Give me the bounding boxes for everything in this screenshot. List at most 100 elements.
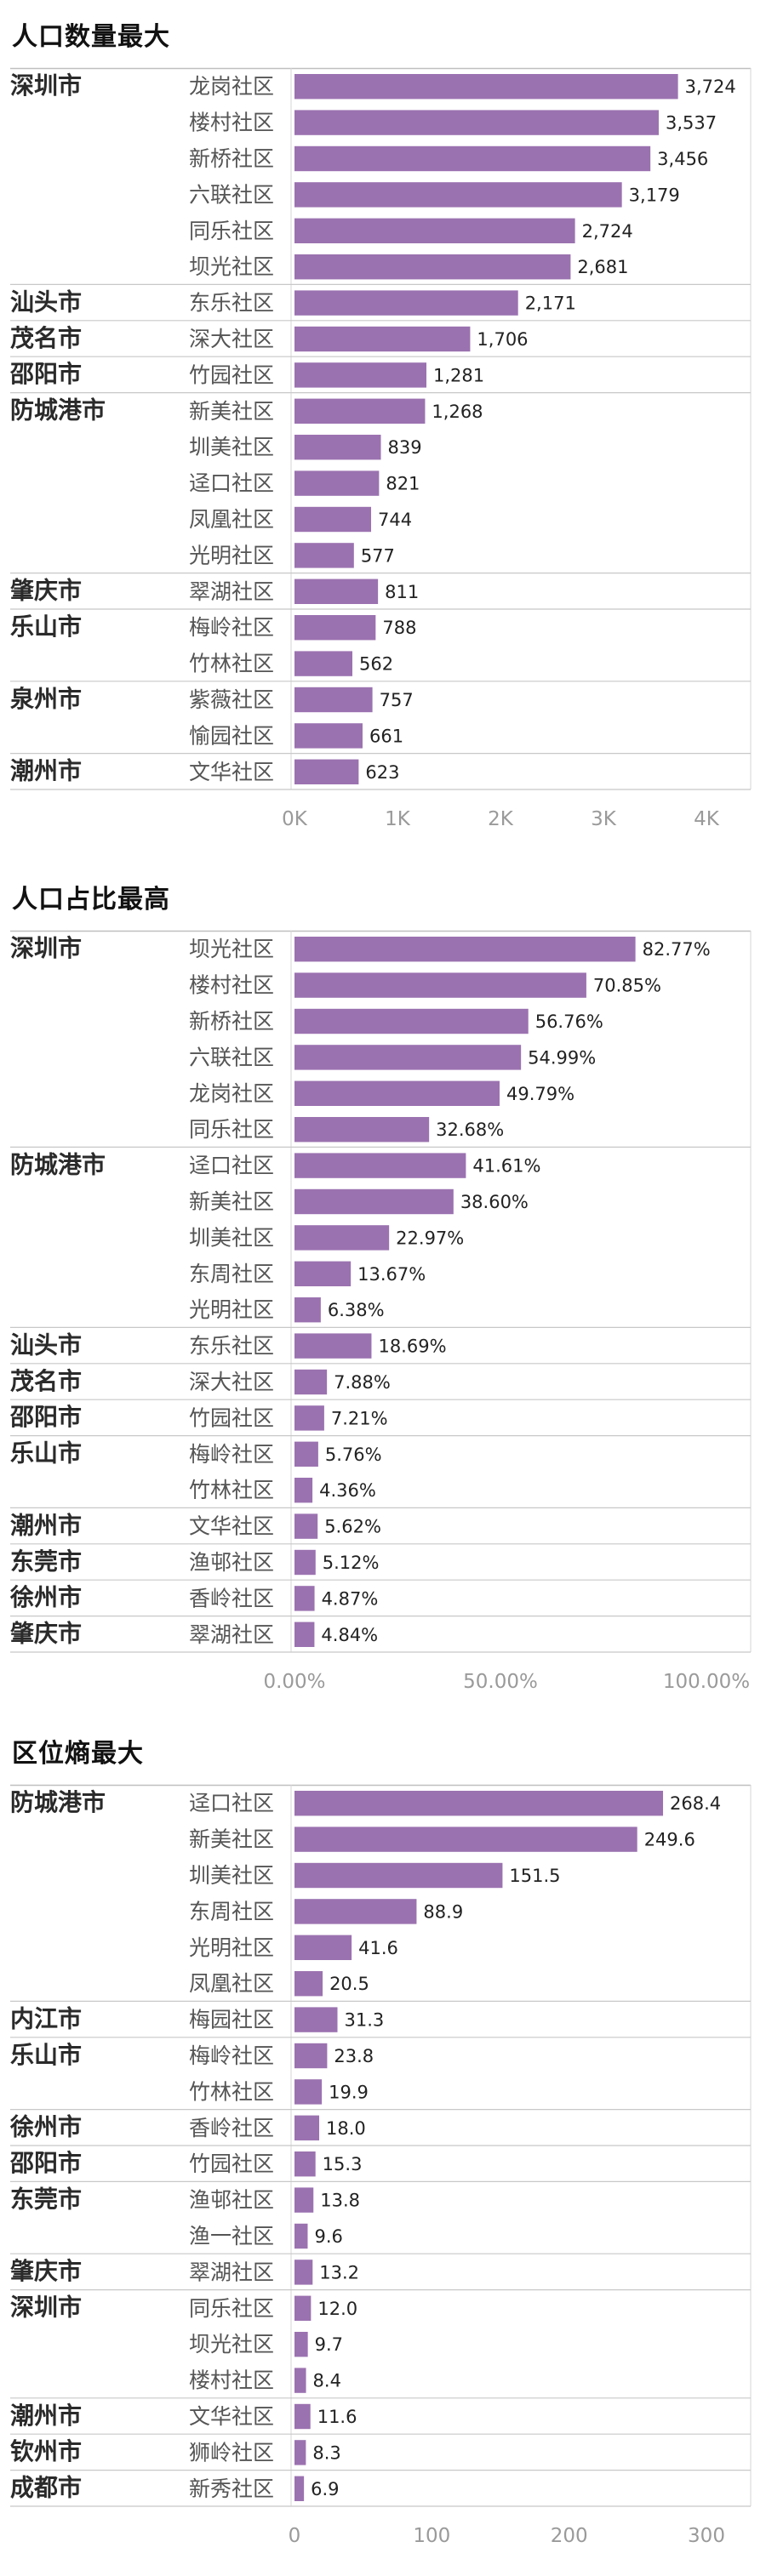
bar xyxy=(294,435,381,460)
bar xyxy=(294,1405,324,1431)
bar xyxy=(294,2187,314,2213)
community-label: 深大社区 xyxy=(189,1370,274,1394)
city-label: 内江市 xyxy=(10,2004,82,2032)
bar xyxy=(294,1827,637,1852)
bar xyxy=(294,1080,500,1106)
bar xyxy=(294,2403,311,2430)
city-label: 肇庆市 xyxy=(10,2257,82,2285)
data-label: 4.87% xyxy=(322,1588,379,1609)
bar xyxy=(294,182,622,208)
bar xyxy=(294,1862,503,1889)
community-label: 六联社区 xyxy=(189,182,274,207)
data-label: 20.5 xyxy=(329,1974,369,1994)
bar xyxy=(294,543,354,568)
community-label: 渔邨社区 xyxy=(189,2188,274,2213)
bar xyxy=(294,74,678,100)
community-label: 新美社区 xyxy=(189,1189,274,1214)
x-tick-label: 200 xyxy=(551,2525,588,2547)
data-label: 8.4 xyxy=(313,2371,341,2391)
bar xyxy=(294,1899,417,1924)
data-label: 6.38% xyxy=(328,1300,385,1320)
community-label: 东周社区 xyxy=(189,1899,274,1923)
community-label: 翠湖社区 xyxy=(189,579,274,604)
city-label: 徐州市 xyxy=(9,2113,82,2141)
bar xyxy=(294,1261,352,1286)
chart-title: 人口占比最高 xyxy=(12,885,170,915)
bar xyxy=(294,1586,315,1611)
data-label: 12.0 xyxy=(317,2299,357,2319)
community-label: 香岭社区 xyxy=(189,1586,274,1610)
data-label: 2,171 xyxy=(525,294,576,314)
city-label: 东莞市 xyxy=(10,1547,82,1576)
community-label: 东乐社区 xyxy=(189,1334,274,1359)
bar xyxy=(294,615,376,641)
data-label: 23.8 xyxy=(334,2046,374,2066)
data-label: 2,681 xyxy=(577,257,628,277)
community-label: 文华社区 xyxy=(189,1514,274,1539)
x-tick-label: 100 xyxy=(413,2525,450,2547)
chart-title: 区位熵最大 xyxy=(12,1739,144,1769)
data-label: 744 xyxy=(378,510,412,530)
data-label: 788 xyxy=(382,618,416,638)
bar xyxy=(294,110,659,135)
community-label: 光明社区 xyxy=(189,1297,274,1322)
community-label: 迳口社区 xyxy=(189,1154,274,1178)
bar xyxy=(294,1117,430,1143)
city-label: 汕头市 xyxy=(10,1331,82,1359)
data-label: 623 xyxy=(365,762,399,783)
bar xyxy=(294,506,372,533)
bar xyxy=(294,2007,338,2032)
data-label: 3,456 xyxy=(657,149,708,169)
data-label: 9.7 xyxy=(315,2334,343,2355)
city-label: 深圳市 xyxy=(10,2294,82,2322)
community-label: 同乐社区 xyxy=(189,2296,274,2321)
community-label: 竹园社区 xyxy=(189,1405,274,1430)
bar xyxy=(294,218,575,243)
city-label: 防城港市 xyxy=(10,1788,106,1816)
data-label: 811 xyxy=(385,582,419,602)
data-label: 4.36% xyxy=(319,1480,376,1501)
community-label: 愉园社区 xyxy=(189,723,274,748)
data-label: 15.3 xyxy=(323,2154,363,2174)
data-label: 54.99% xyxy=(528,1047,596,1068)
data-label: 839 xyxy=(388,437,422,458)
bar xyxy=(294,1935,352,1960)
community-label: 同乐社区 xyxy=(189,219,274,243)
bar xyxy=(294,2295,312,2321)
community-label: 迳口社区 xyxy=(189,1791,274,1815)
community-label: 楼村社区 xyxy=(189,973,274,998)
bar-chart-location-quotient: 防城港市 迳口社区 268.4 新美社区 249.6 圳美社区 151.5 东周社区 88.9 光… xyxy=(9,1784,752,2547)
data-label: 7.88% xyxy=(334,1372,391,1393)
data-label: 88.9 xyxy=(423,1901,463,1922)
x-tick-label: 100.00% xyxy=(663,1671,750,1693)
data-label: 32.68% xyxy=(436,1120,504,1140)
bar xyxy=(294,1188,454,1215)
city-label: 茂名市 xyxy=(10,1367,82,1395)
community-label: 东周社区 xyxy=(189,1262,274,1286)
community-label: 紫薇社区 xyxy=(189,687,274,712)
x-tick-label: 0.00% xyxy=(263,1671,325,1693)
city-label: 潮州市 xyxy=(10,757,82,785)
data-label: 31.3 xyxy=(344,2010,384,2031)
city-label: 徐州市 xyxy=(9,1583,82,1611)
bar xyxy=(294,578,379,604)
data-label: 4.84% xyxy=(321,1625,378,1645)
city-label: 乐山市 xyxy=(10,613,82,641)
community-label: 圳美社区 xyxy=(189,435,274,459)
bar xyxy=(294,398,426,424)
data-label: 821 xyxy=(386,474,420,494)
bar xyxy=(294,651,353,676)
bar xyxy=(294,1153,466,1178)
bar xyxy=(294,759,359,784)
city-label: 乐山市 xyxy=(10,1439,82,1468)
chart-title: 人口数量最大 xyxy=(12,22,170,52)
community-label: 深大社区 xyxy=(189,327,274,351)
bar xyxy=(294,972,586,998)
data-label: 13.67% xyxy=(357,1264,426,1285)
bar xyxy=(294,145,651,172)
community-label: 新美社区 xyxy=(189,399,274,424)
data-label: 70.85% xyxy=(593,976,661,996)
data-label: 41.6 xyxy=(358,1938,398,1958)
bar-chart-population-count: 深圳市 龙岗社区 3,724 楼村社区 3,537 新桥社区 3,456 六联社区 3,179 同… xyxy=(9,67,752,830)
community-label: 光明社区 xyxy=(189,1935,274,1960)
